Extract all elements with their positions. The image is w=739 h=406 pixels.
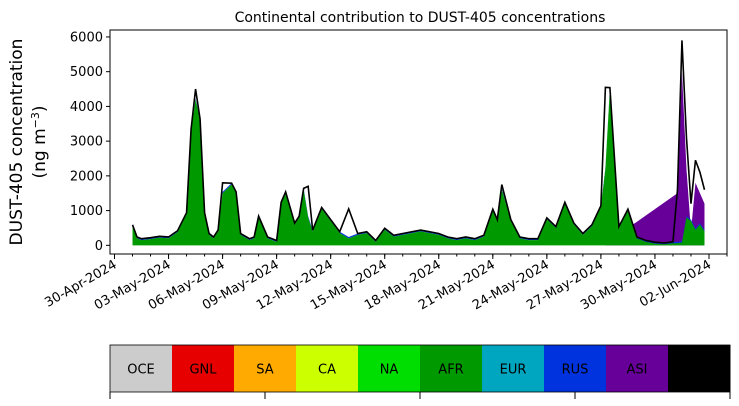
legend-label-gnl: GNL bbox=[189, 363, 217, 378]
series-area-afr bbox=[132, 89, 705, 246]
plot-areas bbox=[132, 71, 705, 246]
y-axis-ticks: 0 1000 2000 3000 4000 5000 6000 bbox=[70, 30, 110, 254]
legend-swatch-sa bbox=[234, 345, 297, 392]
y-tick-label: 3000 bbox=[70, 135, 103, 150]
legend-label-afr: AFR bbox=[438, 363, 463, 378]
legend-colorbar: OCE GNL SA CA NA AFR EUR RUS ASI AUS bbox=[109, 344, 731, 399]
y-axis-label-line2: (ng m−3) bbox=[29, 105, 50, 178]
chart-title: Continental contribution to DUST-405 con… bbox=[235, 10, 606, 26]
legend-label-eur: EUR bbox=[500, 363, 527, 378]
legend-label-sa: SA bbox=[256, 363, 273, 378]
series-line-total bbox=[131, 40, 706, 244]
y-tick-label: 6000 bbox=[70, 30, 103, 45]
legend-label-na: NA bbox=[380, 363, 399, 378]
legend-swatch-eur bbox=[482, 345, 545, 392]
plot-frame bbox=[109, 29, 728, 255]
legend-swatch-na bbox=[358, 345, 421, 392]
legend-swatch-afr bbox=[420, 345, 483, 392]
legend-swatch-rus bbox=[544, 345, 607, 392]
plot-lines bbox=[131, 40, 706, 244]
legend-swatch-oce bbox=[110, 345, 173, 392]
x-axis-ticks: 30-Apr-202403-May-202406-May-202409-May-… bbox=[42, 254, 728, 313]
legend-label-asi: ASI bbox=[627, 363, 648, 378]
legend-label-rus: RUS bbox=[562, 363, 589, 378]
y-tick-label: 5000 bbox=[70, 65, 103, 80]
y-axis-label-line1: DUST-405 concentration bbox=[7, 39, 27, 246]
series-area-asi bbox=[605, 71, 705, 246]
y-tick-label: 1000 bbox=[70, 204, 103, 219]
legend-label-aus: AUS bbox=[686, 363, 713, 378]
legend-swatch-aus bbox=[668, 345, 731, 392]
legend-swatch-ca bbox=[296, 345, 359, 392]
legend-swatch-gnl bbox=[172, 345, 235, 392]
y-tick-label: 0 bbox=[95, 239, 103, 254]
y-tick-label: 4000 bbox=[70, 100, 103, 115]
legend-swatch-asi bbox=[606, 345, 669, 392]
legend-label-ca: CA bbox=[318, 363, 336, 378]
legend-label-oce: OCE bbox=[127, 363, 155, 378]
y-tick-label: 2000 bbox=[70, 169, 103, 184]
